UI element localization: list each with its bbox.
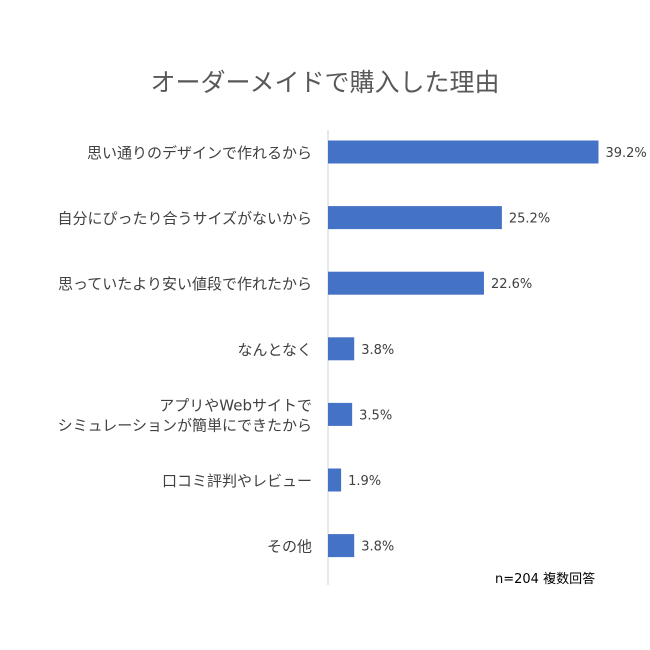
chart-title: オーダーメイドで購入した理由 xyxy=(150,68,500,97)
bar-1 xyxy=(328,206,502,230)
category-label-0: 思い通りのデザインで作れるから xyxy=(87,144,312,162)
bar-3 xyxy=(328,337,355,361)
sample-note: n=204 複数回答 xyxy=(495,572,596,587)
bar-0 xyxy=(328,140,599,164)
value-label-6: 3.8% xyxy=(361,540,394,555)
bar-2 xyxy=(328,271,484,295)
category-label-4: アプリやWebサイトでシミュレーションが簡単にできたから xyxy=(58,396,312,434)
value-label-0: 39.2% xyxy=(605,146,646,161)
value-label-5: 1.9% xyxy=(348,474,381,489)
bar-4 xyxy=(328,402,353,426)
category-label-2: 思っていたより安い値段で作れたから xyxy=(58,275,312,293)
value-label-2: 22.6% xyxy=(491,277,532,292)
bar-6 xyxy=(328,534,355,558)
category-label-3: なんとなく xyxy=(237,341,312,359)
category-label-6: その他 xyxy=(267,538,312,556)
category-label-5: 口コミ評判やレビュー xyxy=(162,472,312,490)
value-label-4: 3.5% xyxy=(359,408,392,423)
value-label-3: 3.8% xyxy=(361,343,394,358)
value-label-1: 25.2% xyxy=(509,212,550,227)
category-label-1: 自分にぴったり合うサイズがないから xyxy=(57,210,312,228)
bar-5 xyxy=(328,468,342,492)
